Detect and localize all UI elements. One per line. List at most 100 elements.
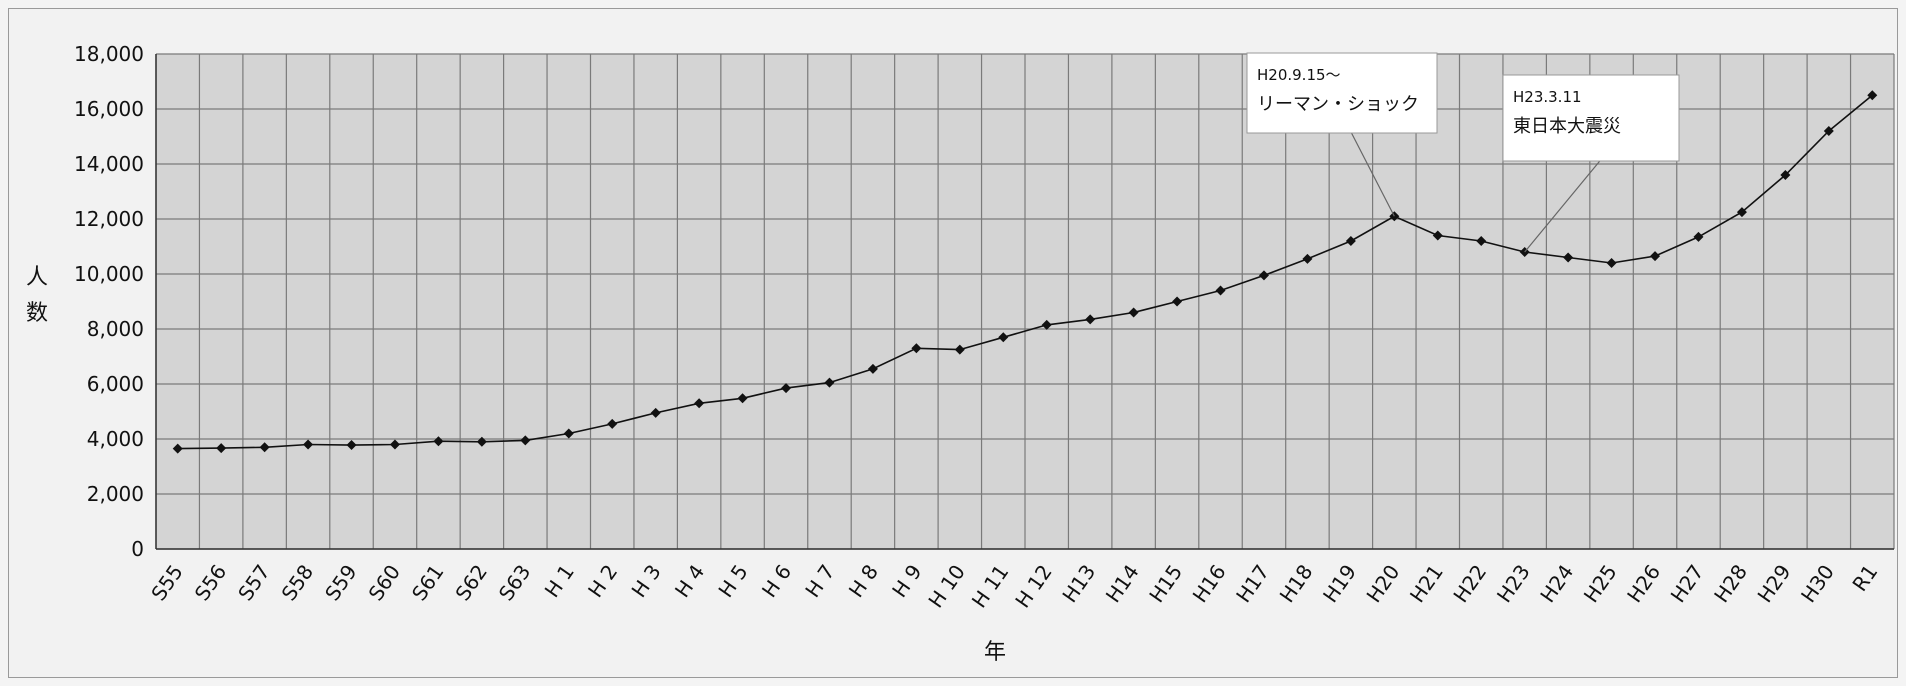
x-tick-label: H 10 — [923, 560, 970, 612]
line-chart: 0 2,000 4,000 6,000 8,000 10,000 12,000 14,000 1… — [26, 42, 1895, 665]
y-tick-label: 12,000 — [74, 207, 144, 231]
data-point-marker — [1085, 314, 1096, 325]
x-tick-label: H 12 — [1010, 560, 1057, 612]
x-tick-label: S63 — [494, 560, 536, 605]
data-point-marker — [476, 436, 487, 447]
data-point-marker — [1128, 307, 1139, 318]
x-tick-label: H14 — [1101, 560, 1144, 607]
x-tick-label: H18 — [1275, 560, 1318, 607]
x-tick-label: H17 — [1231, 560, 1274, 607]
y-axis-label-char: 人 — [26, 265, 48, 290]
y-tick-label: 4,000 — [87, 427, 144, 451]
x-tick-label: H29 — [1753, 560, 1796, 607]
data-point-marker — [389, 439, 400, 450]
data-point-marker — [911, 343, 922, 354]
x-tick-label: H 4 — [670, 560, 709, 602]
y-tick-label: 0 — [131, 537, 144, 561]
data-point-marker — [1041, 319, 1052, 330]
data-point-marker — [1780, 170, 1791, 180]
x-tick-label: H 1 — [540, 560, 579, 602]
y-tick-label: 10,000 — [74, 262, 144, 286]
annotation-text: 東日本大震災 — [1513, 116, 1621, 137]
data-point-marker — [998, 332, 1009, 343]
y-axis-ticks: 0 2,000 4,000 6,000 8,000 10,000 12,000 14,000 1… — [74, 42, 144, 561]
x-tick-label: S59 — [320, 560, 362, 605]
annotation-leader — [1350, 132, 1395, 217]
x-tick-label: H13 — [1057, 560, 1100, 607]
data-point-marker — [867, 363, 878, 374]
annotation-leader — [1524, 160, 1601, 253]
x-tick-label: H21 — [1405, 560, 1448, 607]
data-point-marker — [1345, 236, 1356, 246]
y-axis-label: 人数 — [26, 265, 48, 326]
x-tick-label: H 5 — [713, 560, 752, 602]
data-point-marker — [1867, 90, 1878, 101]
chart-container: 0 2,000 4,000 6,000 8,000 10,000 12,000 14,000 1… — [8, 8, 1898, 678]
x-tick-label: S56 — [190, 560, 232, 605]
data-point-marker — [1823, 126, 1834, 136]
x-tick-label: S58 — [277, 560, 319, 605]
x-axis-label: 年 — [984, 640, 1006, 665]
grid-lines — [155, 53, 1895, 550]
x-tick-label: H 9 — [887, 560, 926, 602]
data-point-marker — [1258, 270, 1269, 281]
data-point-marker — [737, 393, 748, 404]
x-tick-label: H16 — [1188, 560, 1231, 607]
x-tick-label: H 2 — [583, 560, 622, 602]
data-point-marker — [1302, 253, 1313, 264]
x-tick-label: H30 — [1796, 560, 1839, 607]
x-tick-label: H 7 — [800, 560, 839, 602]
x-tick-label: H15 — [1144, 560, 1187, 607]
data-point-marker — [1215, 285, 1226, 296]
data-point-marker — [954, 344, 965, 355]
x-tick-label: S62 — [450, 560, 492, 605]
data-point-marker — [1650, 251, 1661, 262]
annotation-box — [1246, 52, 1438, 134]
annotation-text: H20.9.15～ — [1257, 66, 1341, 84]
x-tick-label: H25 — [1579, 560, 1622, 607]
y-tick-label: 16,000 — [74, 97, 144, 121]
data-point-marker — [1736, 207, 1747, 218]
data-point-marker — [1172, 296, 1183, 307]
x-tick-label: S55 — [146, 560, 188, 605]
series-line — [177, 94, 1873, 450]
x-tick-label: S60 — [364, 560, 406, 605]
data-point-marker — [346, 440, 357, 451]
data-point-marker — [520, 435, 531, 446]
y-tick-label: 14,000 — [74, 152, 144, 176]
data-point-marker — [303, 439, 314, 450]
series-layer — [172, 90, 1878, 454]
data-point-marker — [781, 383, 792, 394]
data-point-marker — [694, 398, 705, 409]
x-tick-label: H24 — [1535, 560, 1578, 607]
data-point-marker — [433, 436, 444, 447]
annotations-layer: H20.9.15～ リーマン・ショック H23.3.11 東日本大震災 — [1246, 52, 1680, 253]
x-tick-label: H 3 — [627, 560, 666, 602]
x-tick-label: H22 — [1448, 560, 1491, 607]
x-tick-label: H28 — [1709, 560, 1752, 607]
x-tick-label: H 6 — [757, 560, 796, 602]
x-tick-label: H 11 — [967, 560, 1014, 612]
x-tick-label: H20 — [1362, 560, 1405, 607]
data-point-marker — [259, 442, 270, 453]
annotation-text: リーマン・ショック — [1257, 94, 1419, 115]
x-tick-label: H19 — [1318, 560, 1361, 607]
data-point-marker — [172, 443, 183, 454]
y-axis-label-char: 数 — [26, 301, 48, 326]
data-point-marker — [650, 407, 661, 418]
x-tick-label: S57 — [233, 560, 275, 605]
data-point-marker — [1432, 230, 1443, 241]
data-point-marker — [824, 377, 835, 388]
y-tick-label: 2,000 — [87, 482, 144, 506]
y-tick-label: 18,000 — [74, 42, 144, 66]
data-point-marker — [1476, 236, 1487, 246]
data-point-marker — [1693, 231, 1704, 242]
x-tick-label: H 8 — [844, 560, 883, 602]
data-point-marker — [1563, 252, 1574, 263]
x-tick-label: H23 — [1492, 560, 1535, 607]
annotation-text: H23.3.11 — [1513, 88, 1582, 106]
y-tick-label: 6,000 — [87, 372, 144, 396]
data-point-marker — [216, 443, 227, 454]
data-point-marker — [563, 428, 574, 439]
